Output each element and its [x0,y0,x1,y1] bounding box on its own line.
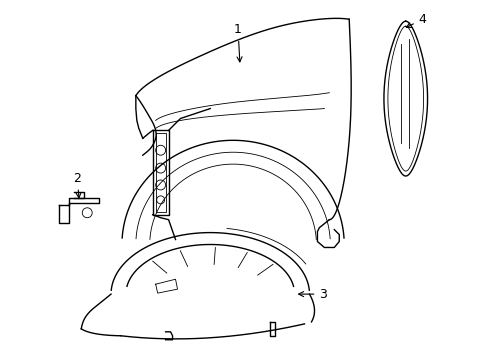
Text: 4: 4 [406,13,426,27]
Text: 2: 2 [73,171,81,198]
Text: 1: 1 [234,23,242,62]
Text: 3: 3 [298,288,326,301]
